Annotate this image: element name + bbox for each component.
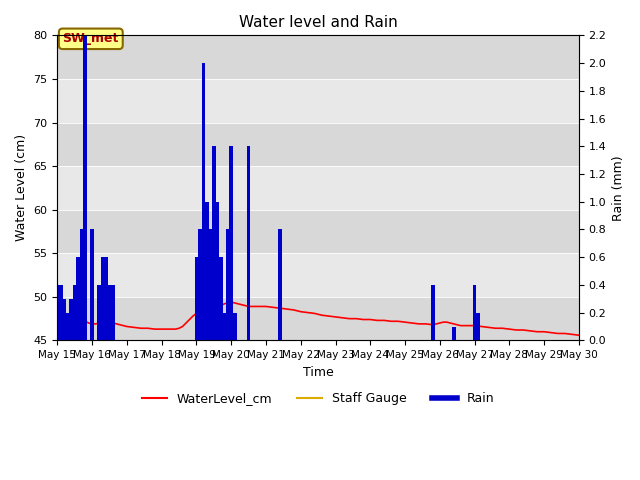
Bar [108,285,111,340]
Bar [198,229,202,340]
Bar [97,285,101,340]
Bar [209,229,212,340]
Bar [229,146,233,340]
Bar [58,210,579,253]
Bar [476,312,480,340]
Legend: WaterLevel_cm, Staff Gauge, Rain: WaterLevel_cm, Staff Gauge, Rain [136,387,500,410]
Bar [216,202,219,340]
Bar [58,166,579,210]
Bar [247,146,250,340]
Bar [223,312,226,340]
Bar [58,122,579,166]
Title: Water level and Rain: Water level and Rain [239,15,397,30]
Bar [202,63,205,340]
Bar [76,257,80,340]
Bar [226,229,230,340]
Bar [63,299,66,340]
Bar [90,229,94,340]
Text: SW_met: SW_met [63,32,119,45]
Y-axis label: Rain (mm): Rain (mm) [612,155,625,221]
Bar [431,285,435,340]
Bar [219,257,223,340]
Bar [111,285,115,340]
Bar [473,285,476,340]
Bar [59,285,63,340]
Bar [58,253,579,297]
Bar [70,299,73,340]
Bar [56,285,60,340]
Bar [66,312,70,340]
Bar [104,257,108,340]
Y-axis label: Water Level (cm): Water Level (cm) [15,134,28,241]
Bar [452,326,456,340]
Bar [80,229,84,340]
Bar [58,36,579,79]
Bar [205,202,209,340]
Bar [212,146,216,340]
Bar [58,297,579,340]
Bar [278,229,282,340]
Bar [195,257,198,340]
Bar [83,36,87,340]
X-axis label: Time: Time [303,366,333,379]
Bar [73,285,77,340]
Bar [100,257,104,340]
Bar [58,79,579,122]
Bar [233,312,237,340]
